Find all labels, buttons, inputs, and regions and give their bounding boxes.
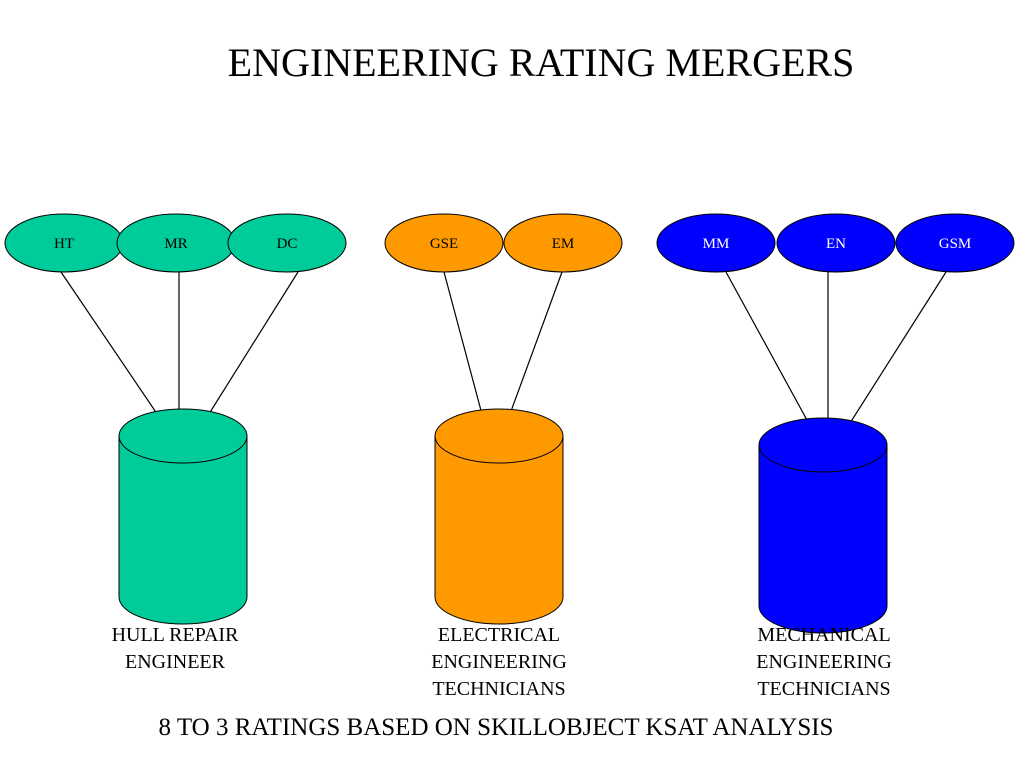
rating-node-en: EN xyxy=(776,213,896,273)
merged-rating-caption-line: ENGINEERING xyxy=(431,651,567,673)
merged-rating-caption-line: HULL REPAIR xyxy=(112,624,240,646)
merged-rating-caption-line: ELECTRICAL xyxy=(438,624,560,646)
rating-group: HT MR DC HULL REPAIR ENGINEER xyxy=(4,213,347,673)
rating-label: HT xyxy=(54,236,74,252)
rating-label: MM xyxy=(703,236,730,252)
cylinder-body xyxy=(434,435,564,625)
rating-node-mr: MR xyxy=(116,213,236,273)
merge-arrow-ht xyxy=(60,271,171,434)
merged-rating-caption-line: TECHNICIANS xyxy=(432,678,565,700)
rating-ellipse xyxy=(895,213,1015,273)
cylinder-top xyxy=(434,408,564,464)
cylinder-top xyxy=(118,408,248,464)
rating-label: EN xyxy=(826,236,846,252)
footer-caption: 8 TO 3 RATINGS BASED ON SKILLOBJECT KSAT… xyxy=(159,714,834,741)
merge-arrow-em xyxy=(501,271,563,434)
rating-node-dc: DC xyxy=(227,213,347,273)
merged-rating-cylinder xyxy=(758,417,888,634)
merge-arrow-gse xyxy=(443,271,490,434)
cylinder-body xyxy=(758,444,888,634)
rating-ellipse xyxy=(656,213,776,273)
rating-ellipse xyxy=(384,213,504,273)
merge-arrow-mm xyxy=(725,271,820,443)
rating-ellipse xyxy=(503,213,623,273)
merge-arrow-dc xyxy=(196,271,299,434)
rating-groups: HT MR DC HULL REPAIR ENGINEER GSE EM ELECTRICAL… xyxy=(4,213,1015,700)
merged-rating-caption-line: MECHANICAL xyxy=(757,624,890,646)
rating-label: DC xyxy=(277,236,298,252)
rating-ellipse xyxy=(227,213,347,273)
merged-rating-cylinder xyxy=(118,408,248,625)
rating-label: EM xyxy=(552,236,575,252)
page-title: ENGINEERING RATING MERGERS xyxy=(228,40,855,85)
rating-ellipse xyxy=(776,213,896,273)
rating-group: MM EN GSM MECHANICAL ENGINEERING TECHNICIANS xyxy=(656,213,1015,700)
cylinder-top xyxy=(758,417,888,473)
cylinder-body xyxy=(118,435,248,625)
rating-label: GSE xyxy=(430,236,458,252)
rating-node-em: EM xyxy=(503,213,623,273)
merged-rating-caption-line: ENGINEER xyxy=(125,651,226,673)
rating-label: MR xyxy=(164,236,187,252)
merged-rating-caption-line: ENGINEERING xyxy=(756,651,892,673)
rating-node-gsm: GSM xyxy=(895,213,1015,273)
rating-group: GSE EM ELECTRICAL ENGINEERING TECHNICIANS xyxy=(384,213,623,700)
rating-node-ht: HT xyxy=(4,213,124,273)
merge-arrow-gsm xyxy=(837,271,947,443)
rating-node-gse: GSE xyxy=(384,213,504,273)
merged-rating-cylinder xyxy=(434,408,564,625)
merged-rating-caption-line: TECHNICIANS xyxy=(757,678,890,700)
rating-label: GSM xyxy=(939,236,972,252)
rating-node-mm: MM xyxy=(656,213,776,273)
